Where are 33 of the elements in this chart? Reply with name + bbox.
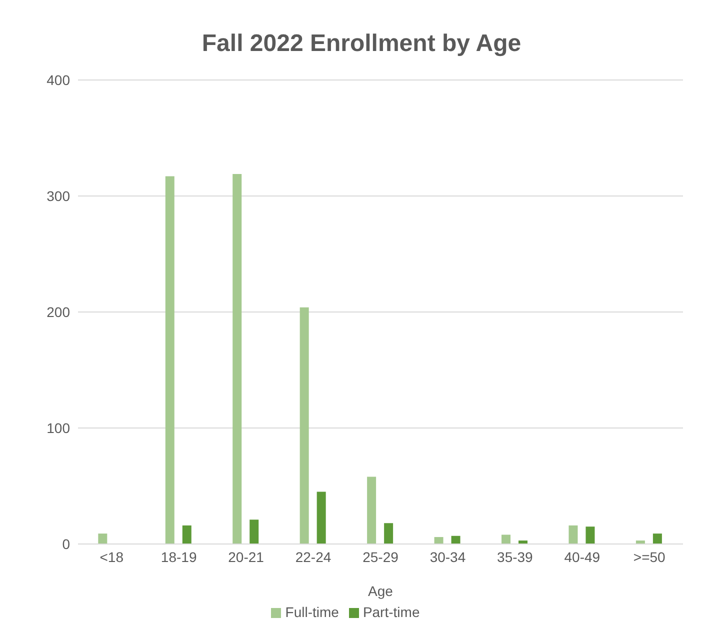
- x-tick-label: >=50: [633, 548, 666, 565]
- x-tick-label: 20-21: [228, 548, 264, 565]
- y-tick-label: 100: [46, 420, 70, 436]
- bar: [586, 526, 595, 544]
- bar: [568, 525, 578, 544]
- x-tick-label: 22-24: [295, 548, 332, 565]
- bar: [98, 534, 108, 544]
- x-tick-label: <18: [100, 548, 124, 565]
- bar: [165, 176, 174, 544]
- x-tick-label: 25-29: [362, 548, 399, 565]
- chart-title: Fall 2022 Enrollment by Age: [200, 29, 522, 59]
- y-tick-label: 400: [46, 72, 70, 88]
- bar: [451, 536, 460, 544]
- bar: [384, 523, 394, 544]
- y-tick-label: 200: [46, 304, 70, 320]
- bar: [502, 534, 510, 544]
- bar: [316, 492, 326, 544]
- legend-label: Part-time: [362, 604, 420, 620]
- y-tick-label: 0: [62, 536, 70, 552]
- bar: [250, 520, 259, 544]
- bar: [434, 537, 444, 544]
- bar: [232, 174, 242, 544]
- legend-label: Full-time: [285, 604, 339, 620]
- x-tick-label: 35-39: [497, 548, 534, 565]
- x-tick-label: 40-49: [564, 548, 600, 565]
- bar: [300, 307, 309, 544]
- y-tick-label: 300: [46, 188, 70, 204]
- x-tick-label: 18-19: [160, 548, 197, 565]
- bar: [367, 476, 376, 544]
- x-tick-label: 30-34: [430, 548, 466, 565]
- x-axis-title: Age: [368, 583, 394, 599]
- bar: [182, 525, 192, 544]
- bar: [652, 534, 662, 544]
